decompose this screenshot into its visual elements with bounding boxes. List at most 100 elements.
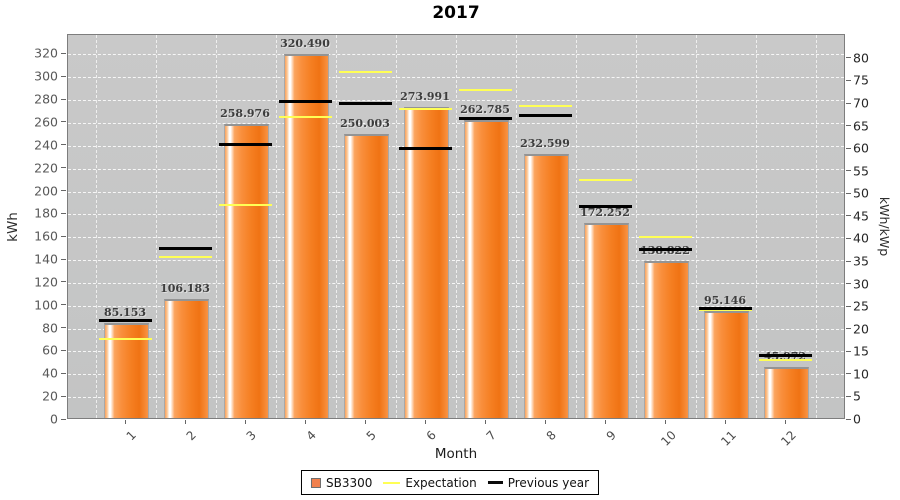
x-axis-tick-label: 4 — [303, 428, 319, 444]
bar-month-10 — [643, 261, 689, 418]
left-axis-tick-label: 280 — [34, 91, 58, 107]
left-axis-tick-label: 180 — [34, 205, 58, 221]
previous-year-marker — [218, 143, 272, 147]
x-axis-tick-label: 1 — [123, 428, 139, 444]
expectation-marker — [518, 104, 572, 107]
left-axis-tick — [61, 258, 66, 260]
bar-month-2 — [163, 298, 209, 418]
right-axis-tick — [846, 328, 851, 330]
left-axis-tick — [61, 281, 66, 283]
left-axis-tick-label: 20 — [42, 388, 58, 404]
right-axis-tick-label: 40 — [853, 230, 869, 246]
bar-value-label: 45.972 — [763, 350, 807, 364]
right-axis-tick-label: 50 — [853, 185, 869, 201]
expectation-marker — [698, 309, 752, 312]
previous-year-marker — [278, 99, 332, 103]
bar-month-7 — [463, 119, 509, 418]
right-axis-tick — [846, 260, 851, 262]
right-axis-tick — [846, 102, 851, 104]
expectation-marker — [218, 204, 272, 207]
gridline-vertical — [336, 35, 337, 418]
left-axis-tick — [61, 349, 66, 351]
gridline-vertical — [696, 35, 697, 418]
bar-month-9 — [583, 223, 629, 418]
right-axis-tick — [846, 283, 851, 285]
previous-year-marker — [398, 146, 452, 150]
expectation-marker — [638, 236, 692, 239]
x-axis-tick — [664, 420, 666, 424]
x-axis-tick — [784, 420, 786, 424]
right-axis-tick — [846, 305, 851, 307]
left-axis-tick — [61, 235, 66, 237]
left-axis-tick-label: 140 — [34, 251, 58, 267]
right-axis-title: kWh/kWp — [877, 196, 893, 257]
chart-title: 2017 — [432, 3, 480, 23]
expectation-marker — [758, 358, 812, 361]
right-axis-tick-label: 45 — [853, 208, 869, 224]
left-axis-tick — [61, 167, 66, 169]
plot-area — [67, 34, 845, 419]
left-axis-tick-label: 160 — [34, 228, 58, 244]
left-axis-tick-label: 40 — [42, 365, 58, 381]
gridline-vertical — [576, 35, 577, 418]
right-axis-tick — [846, 395, 851, 397]
previous-year-marker — [338, 102, 392, 106]
right-axis-tick — [846, 215, 851, 217]
left-axis-tick-label: 220 — [34, 160, 58, 176]
x-axis-tick — [544, 420, 546, 424]
x-axis-tick — [184, 420, 186, 424]
right-axis-tick-label: 20 — [853, 321, 869, 337]
bar-month-12 — [763, 367, 809, 418]
right-axis-tick-label: 55 — [853, 163, 869, 179]
bar-value-label: 273.991 — [400, 89, 450, 103]
bar-month-6 — [403, 106, 449, 418]
legend-swatch-previous-year — [487, 481, 503, 484]
legend-item-expectation: Expectation — [383, 475, 477, 490]
right-axis-tick-label: 75 — [853, 72, 869, 88]
x-axis-tick — [304, 420, 306, 424]
right-axis-tick-label: 60 — [853, 140, 869, 156]
gridline-vertical — [516, 35, 517, 418]
x-axis-tick — [484, 420, 486, 424]
previous-year-marker — [578, 205, 632, 208]
expectation-marker — [458, 88, 512, 91]
right-axis-tick-label: 70 — [853, 95, 869, 111]
bar-value-label: 232.599 — [520, 137, 570, 151]
bar-value-label: 172.252 — [580, 206, 630, 220]
previous-year-marker — [518, 113, 572, 117]
left-axis-tick-label: 260 — [34, 114, 58, 130]
x-axis-tick — [244, 420, 246, 424]
right-axis-tick-label: 65 — [853, 118, 869, 134]
legend: SB3300 Expectation Previous year — [300, 470, 600, 495]
x-axis-tick — [124, 420, 126, 424]
gridline-vertical — [276, 35, 277, 418]
gridline-vertical — [216, 35, 217, 418]
right-axis-tick — [846, 125, 851, 127]
left-axis-tick-label: 0 — [50, 411, 58, 427]
expectation-marker — [278, 116, 332, 119]
left-axis-tick-label: 120 — [34, 274, 58, 290]
previous-year-marker — [98, 319, 152, 323]
left-axis-tick — [61, 98, 66, 100]
gridline-vertical — [96, 35, 97, 418]
right-axis-tick-label: 35 — [853, 253, 869, 269]
bar-value-label: 85.153 — [103, 305, 147, 319]
bar-month-4 — [283, 53, 329, 418]
gridline-vertical — [456, 35, 457, 418]
expectation-marker — [578, 179, 632, 182]
right-axis-tick-label: 15 — [853, 343, 869, 359]
expectation-marker — [338, 70, 392, 73]
bar-value-label: 106.183 — [160, 281, 210, 295]
right-axis-tick-label: 30 — [853, 276, 869, 292]
legend-item-sb3300: SB3300 — [310, 476, 372, 490]
bar-value-label: 262.785 — [460, 102, 510, 116]
bar-month-8 — [523, 154, 569, 418]
x-axis-tick-label: 7 — [483, 428, 499, 444]
x-axis-tick-label: 8 — [543, 428, 559, 444]
bar-value-label: 258.976 — [220, 107, 270, 121]
right-axis-tick-label: 80 — [853, 50, 869, 66]
legend-label-expectation: Expectation — [405, 475, 477, 490]
left-axis-tick-label: 80 — [42, 320, 58, 336]
x-axis-tick-label: 2 — [183, 428, 199, 444]
left-axis-tick-label: 240 — [34, 137, 58, 153]
